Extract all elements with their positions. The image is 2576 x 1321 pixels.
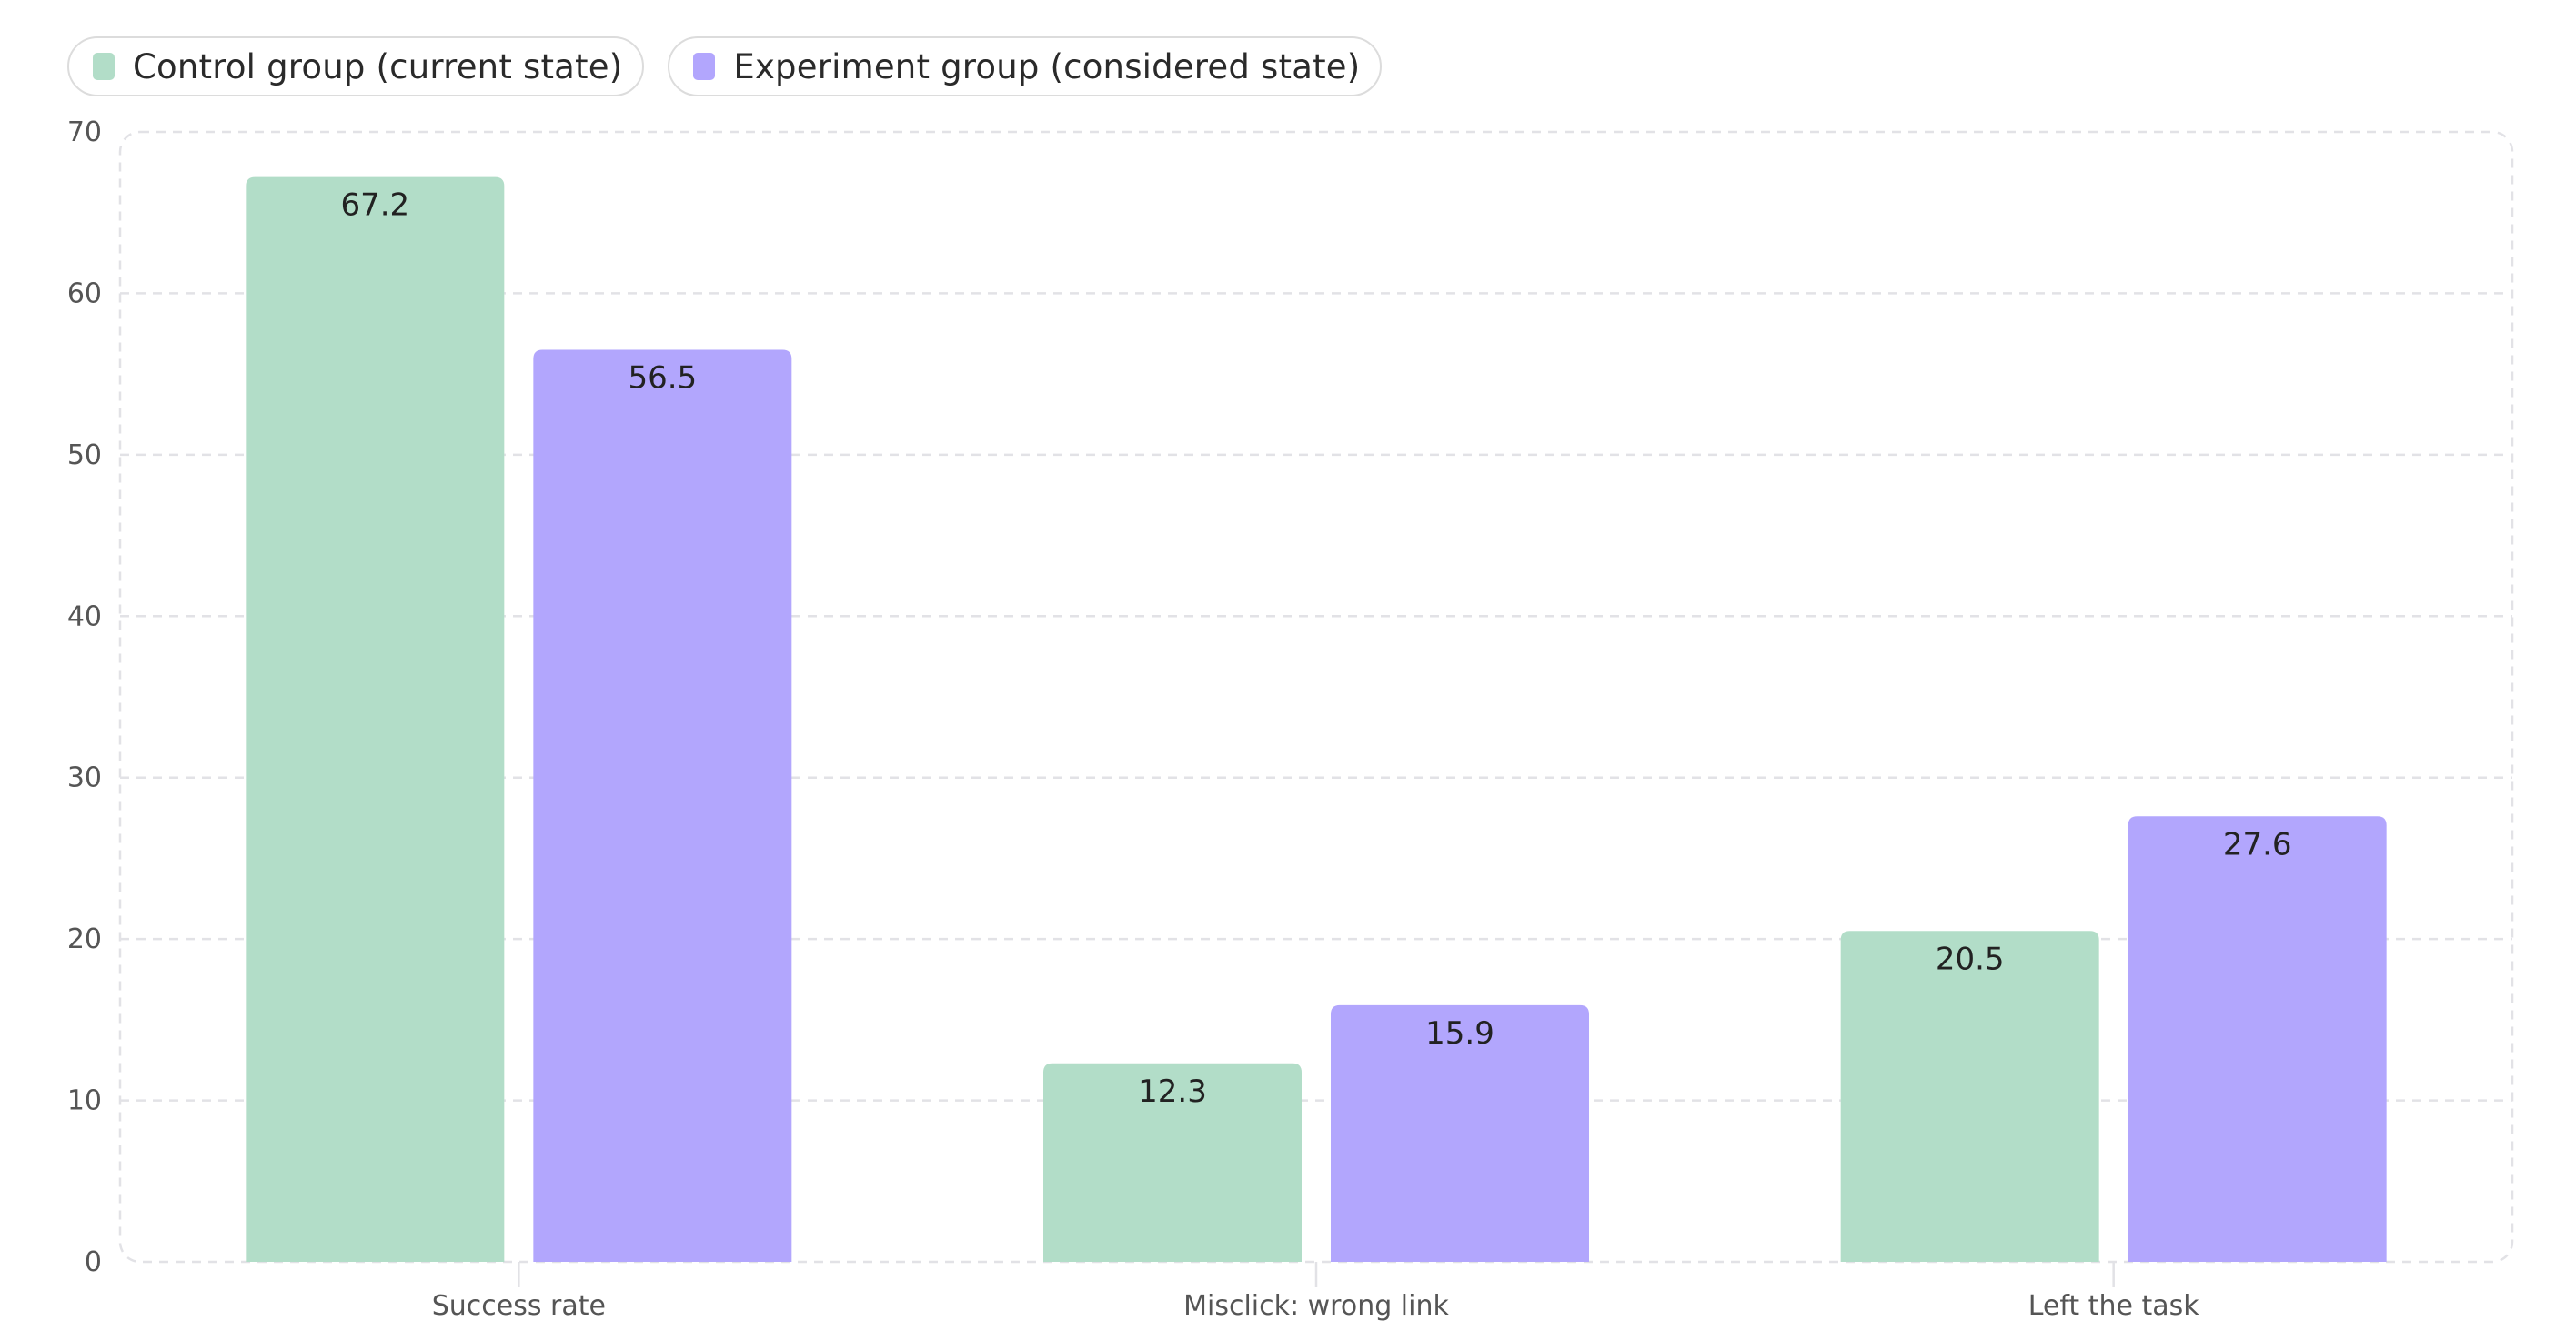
bar-experiment-0[interactable] (533, 349, 792, 1262)
value-label-layer: 67.2 56.5 12.3 15.9 20.5 27.6 (340, 187, 2291, 1110)
grid-layer (118, 130, 2514, 1264)
bar-layer (246, 176, 2387, 1263)
bar-value-label: 56.5 (628, 360, 697, 397)
bar-experiment-1[interactable] (1331, 1004, 1589, 1262)
y-tick-label: 50 (67, 439, 102, 471)
axis-layer: 0 10 20 30 40 50 60 70 Success rate Misclick: wro… (67, 116, 2199, 1321)
y-tick-label: 10 (67, 1085, 102, 1117)
chart-legend: Control group (current state) Experiment… (67, 36, 1383, 96)
bar-control-0[interactable] (246, 176, 505, 1263)
bar-value-label: 12.3 (1138, 1074, 1207, 1110)
y-tick-label: 70 (67, 116, 102, 148)
x-category-label: Left the task (2028, 1290, 2200, 1321)
legend-swatch-control (93, 53, 115, 80)
legend-swatch-experiment (693, 53, 716, 80)
bar-experiment-2[interactable] (2128, 816, 2387, 1262)
legend-label-experiment: Experiment group (considered state) (733, 46, 1361, 86)
legend-item-control-group[interactable]: Control group (current state) (67, 36, 645, 96)
bar-value-label: 27.6 (2223, 826, 2292, 862)
y-tick-label: 20 (67, 923, 102, 955)
legend-item-experiment-group[interactable]: Experiment group (considered state) (668, 36, 1383, 96)
bar-control-1[interactable] (1043, 1063, 1302, 1262)
y-tick-label: 30 (67, 762, 102, 794)
y-tick-label: 40 (67, 600, 102, 632)
bar-control-2[interactable] (1840, 931, 2099, 1262)
y-tick-label: 60 (67, 277, 102, 309)
x-category-label: Success rate (432, 1290, 606, 1321)
y-tick-label: 0 (85, 1246, 102, 1278)
bar-value-label: 67.2 (340, 187, 409, 224)
x-category-label: Misclick: wrong link (1183, 1290, 1449, 1321)
bar-value-label: 15.9 (1425, 1015, 1494, 1052)
legend-label-control: Control group (current state) (133, 46, 623, 86)
bar-value-label: 20.5 (1936, 941, 2005, 977)
